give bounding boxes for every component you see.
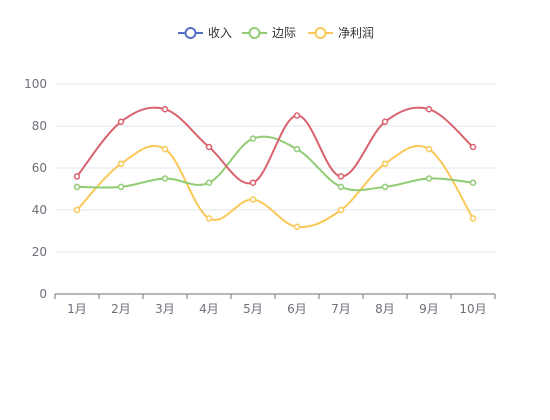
x-tick-label: 5月 bbox=[243, 302, 263, 316]
data-point[interactable] bbox=[117, 183, 125, 191]
data-point[interactable] bbox=[293, 145, 301, 153]
data-point[interactable] bbox=[381, 183, 389, 191]
data-point[interactable] bbox=[337, 206, 345, 214]
y-tick-label: 0 bbox=[39, 287, 47, 301]
data-point[interactable] bbox=[205, 143, 213, 151]
series-line bbox=[76, 144, 474, 229]
x-tick-label: 9月 bbox=[419, 302, 439, 316]
x-tick-label: 6月 bbox=[287, 302, 307, 316]
series-3 bbox=[73, 144, 477, 231]
data-point[interactable] bbox=[293, 112, 301, 119]
data-point[interactable] bbox=[469, 179, 477, 186]
data-point[interactable] bbox=[381, 118, 389, 126]
series-lines bbox=[73, 105, 477, 231]
series-1 bbox=[73, 105, 477, 186]
x-tick-label: 3月 bbox=[155, 302, 175, 316]
legend-item[interactable]: 边际 bbox=[242, 26, 296, 40]
x-tick-label: 8月 bbox=[375, 302, 395, 316]
y-tick-label: 100 bbox=[24, 77, 47, 91]
y-tick-label: 40 bbox=[32, 203, 47, 217]
data-point[interactable] bbox=[425, 175, 433, 182]
data-point[interactable] bbox=[161, 105, 169, 113]
data-point[interactable] bbox=[249, 135, 257, 142]
data-point[interactable] bbox=[205, 215, 213, 222]
data-point[interactable] bbox=[425, 105, 433, 113]
legend-label: 边际 bbox=[272, 26, 296, 40]
data-point[interactable] bbox=[73, 206, 81, 214]
legend-label: 收入 bbox=[208, 26, 232, 40]
legend[interactable]: 收入 边际 净利润 bbox=[178, 26, 374, 40]
legend-marker-icon bbox=[184, 27, 197, 39]
y-tick-label: 80 bbox=[32, 119, 47, 133]
series-line bbox=[76, 106, 474, 185]
x-tick-label: 7月 bbox=[331, 302, 351, 316]
data-point[interactable] bbox=[161, 175, 169, 182]
legend-item[interactable]: 收入 bbox=[178, 26, 232, 40]
grid-lines bbox=[55, 83, 495, 253]
data-point[interactable] bbox=[249, 196, 257, 203]
legend-marker-icon bbox=[248, 27, 261, 39]
x-tick-label: 2月 bbox=[111, 302, 131, 316]
data-point[interactable] bbox=[205, 179, 213, 186]
x-tick-label: 10月 bbox=[459, 302, 486, 316]
data-point[interactable] bbox=[337, 183, 345, 191]
data-point[interactable] bbox=[161, 145, 169, 153]
legend-label: 净利润 bbox=[338, 26, 374, 40]
data-point[interactable] bbox=[425, 145, 433, 153]
axes: 0 20 40 60 80 100 1月 2月 3月 4月 5月 6月 7月 8月 9月 10月 bbox=[24, 77, 496, 316]
data-point[interactable] bbox=[469, 143, 477, 151]
series-2 bbox=[73, 135, 477, 192]
data-point[interactable] bbox=[469, 215, 477, 222]
legend-item[interactable]: 净利润 bbox=[308, 26, 374, 40]
data-point[interactable] bbox=[73, 173, 81, 180]
y-tick-label: 20 bbox=[32, 245, 47, 259]
y-tick-label: 60 bbox=[32, 161, 47, 175]
data-point[interactable] bbox=[337, 173, 345, 180]
legend-marker-icon bbox=[314, 27, 327, 39]
data-point[interactable] bbox=[73, 183, 81, 191]
x-tick-label: 1月 bbox=[67, 302, 87, 316]
data-point[interactable] bbox=[381, 160, 389, 168]
data-point[interactable] bbox=[293, 223, 301, 231]
data-point[interactable] bbox=[117, 118, 125, 126]
data-point[interactable] bbox=[117, 160, 125, 168]
data-point[interactable] bbox=[249, 179, 257, 186]
x-tick-label: 4月 bbox=[199, 302, 219, 316]
series-line bbox=[76, 135, 474, 192]
